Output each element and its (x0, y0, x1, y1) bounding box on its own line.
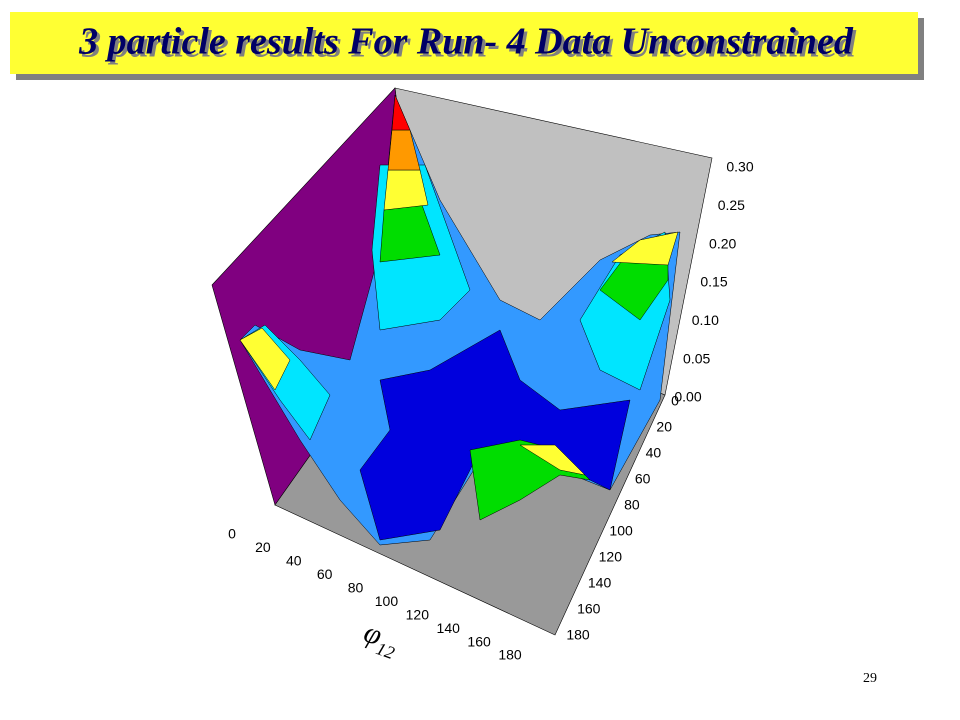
x-tick-label: 100 (375, 593, 399, 609)
surface-yellow-left (239, 327, 291, 391)
z-tick-label: 0.10 (692, 312, 719, 328)
title-text: 3 particle results For Run- 4 Data Uncon… (78, 21, 854, 63)
x-tick-label: 20 (255, 539, 271, 555)
x-tick-label: 120 (406, 606, 430, 622)
y-tick-label: 60 (635, 471, 651, 487)
x-tick-label: 160 (467, 633, 491, 649)
y-tick-label: 20 (656, 419, 672, 435)
x-tick-label: 180 (498, 647, 522, 663)
z-tick-label: 0.15 (700, 274, 727, 290)
y-tick-label: 0 (671, 393, 679, 409)
y-tick-label: 140 (588, 575, 612, 591)
x-tick-label: 60 (317, 566, 333, 582)
page-number: 29 (863, 671, 877, 686)
y-tick-label: 80 (624, 497, 640, 513)
z-tick-label: 0.20 (709, 235, 736, 251)
title-box (10, 12, 918, 74)
y-tick-label: 120 (599, 549, 623, 565)
x-tick-label: 0 (228, 526, 236, 542)
y-tick-label: 180 (566, 627, 590, 643)
z-tick-label: 0.25 (718, 197, 745, 213)
x-tick-label: 40 (286, 553, 302, 569)
surface-plot (211, 87, 713, 636)
surface-yellow-right (611, 231, 679, 266)
z-tick-label: 0.30 (726, 159, 753, 175)
x-axis-subscript: 12 (374, 638, 398, 663)
x-tick-label: 140 (437, 620, 461, 636)
surface-yellow-front (519, 444, 586, 476)
surface-yellow (383, 169, 429, 211)
z-tick-label: 0.05 (683, 350, 710, 366)
axis-ticks: 0.00 0.05 0.10 0.15 0.20 0.25 0.30 0 20 40 60 80 100… (228, 159, 754, 663)
y-tick-label: 40 (646, 445, 662, 461)
x-tick-label: 80 (348, 579, 364, 595)
y-tick-label: 160 (577, 601, 601, 617)
z-tick-label: 0.00 (674, 389, 701, 405)
y-tick-label: 100 (609, 523, 633, 539)
x-axis-label: φ12 (358, 616, 404, 664)
surface-red (391, 94, 411, 131)
title-text-shadow: 3 particle results For Run- 4 Data Uncon… (81, 24, 857, 66)
